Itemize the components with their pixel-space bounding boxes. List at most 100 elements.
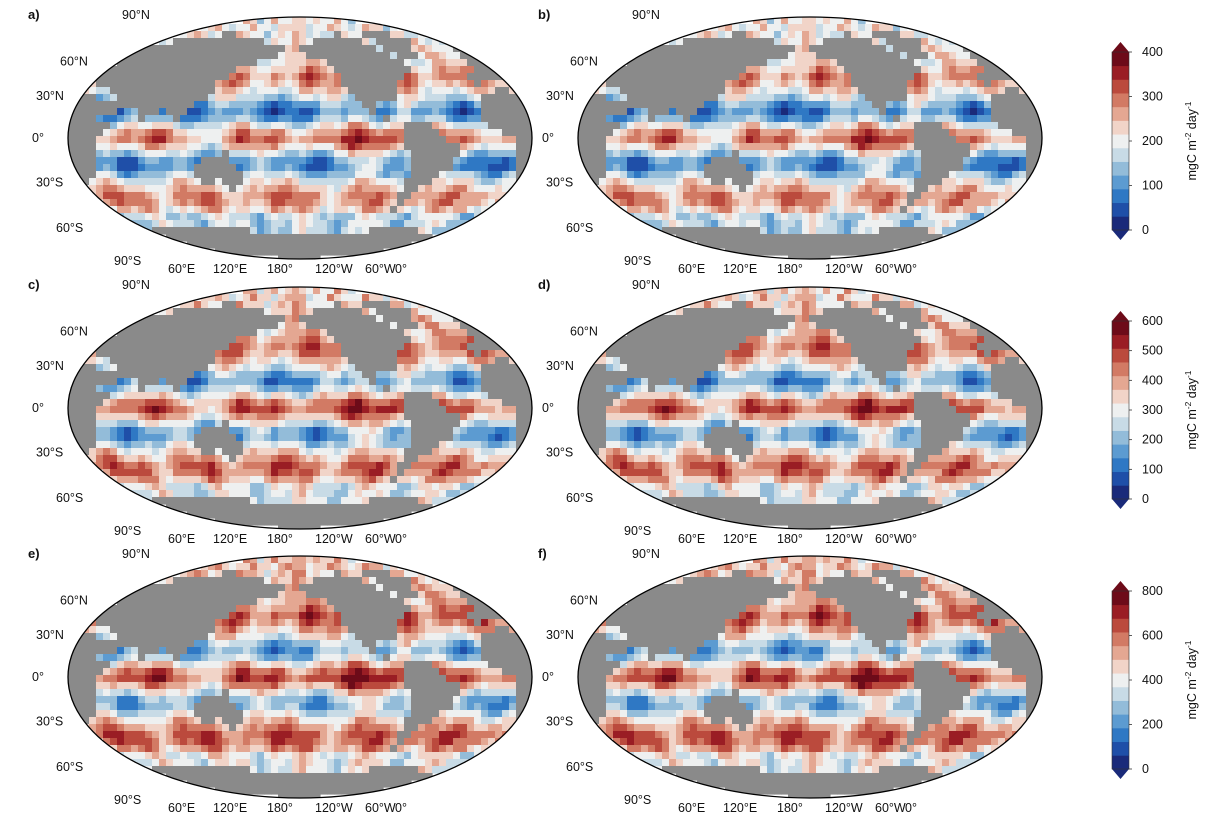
colorbar-tick: 600 (1142, 314, 1163, 328)
colorbar-swatch (1112, 416, 1129, 431)
colorbar-swatch (1112, 216, 1129, 231)
colorbar-swatch (1112, 714, 1129, 729)
lon-label: 180° (777, 262, 803, 276)
colorbar-swatch (1112, 202, 1129, 217)
colorbar-tick: 100 (1142, 462, 1163, 476)
colorbar-swatch (1112, 403, 1129, 418)
colorbar-swatch (1112, 334, 1129, 349)
map-outline (67, 555, 533, 799)
colorbar-tick: 200 (1142, 433, 1163, 447)
lon-label: 120°W (825, 532, 863, 546)
colorbar-tick: 0 (1142, 492, 1149, 506)
colorbar-0: 0 100 200 300 400 mgC m-2 day-1 (1111, 42, 1199, 240)
panel-label: e) (28, 546, 40, 561)
colorbar-unit: mgC m-2 day-1 (1183, 370, 1199, 449)
lon-label: 0° (395, 532, 407, 546)
map-panels: a) 90°N 60°N 30°N 0° 30°S 60°S 90°S 60°E 120°E 180… (28, 7, 1043, 815)
colorbar-max-arrow (1112, 42, 1129, 52)
lon-label: 60°E (678, 801, 705, 815)
lat-label: 90°S (624, 793, 651, 807)
colorbar-swatch (1112, 727, 1129, 743)
lat-label: 90°N (122, 547, 150, 561)
lat-label: 90°N (632, 547, 660, 561)
lon-label: 180° (267, 262, 293, 276)
colorbar-swatch (1112, 106, 1129, 121)
lat-label: 30°N (36, 628, 64, 642)
colorbar-swatch (1112, 430, 1129, 445)
lat-label: 90°S (114, 793, 141, 807)
colorbar-min-arrow (1112, 499, 1129, 509)
colorbar-tick: 100 (1142, 179, 1163, 193)
colorbar-swatch (1112, 755, 1129, 770)
colorbar-swatch (1112, 444, 1129, 459)
map-panel-b: b) 90°N 60°N 30°N 0° 30°S 60°S 90°S 60°E 120°E 180… (538, 7, 1043, 276)
lon-label: 0° (395, 801, 407, 815)
colorbar-unit: mgC m-2 day-1 (1183, 101, 1199, 180)
colorbar-swatch (1112, 161, 1129, 176)
panel-label: b) (538, 7, 550, 22)
colorbar-swatch (1112, 686, 1129, 701)
colorbar-tick: 400 (1142, 673, 1163, 687)
colorbar-swatch (1112, 645, 1129, 660)
lat-label: 0° (32, 670, 44, 684)
lat-label: 60°S (56, 221, 83, 235)
colorbar-swatch (1112, 52, 1129, 67)
map-panel-e: e) 90°N 60°N 30°N 0° 30°S 60°S 90°S 60°E 120°E 180… (28, 546, 533, 815)
map-panel-a: a) 90°N 60°N 30°N 0° 30°S 60°S 90°S 60°E 120°E 180… (28, 7, 533, 276)
colorbar-swatch (1112, 700, 1129, 715)
lat-label: 30°S (36, 175, 63, 189)
lat-label: 90°N (632, 278, 660, 292)
colorbar-tick: 200 (1142, 718, 1163, 732)
lon-label: 120°E (213, 532, 247, 546)
colorbar-swatch (1112, 485, 1129, 500)
lat-label: 60°S (566, 221, 593, 235)
colorbar-swatch (1112, 389, 1129, 404)
lat-label: 60°N (570, 594, 598, 608)
lon-label: 120°E (723, 801, 757, 815)
colorbar-swatch (1112, 134, 1129, 149)
lon-label: 180° (777, 801, 803, 815)
colorbar-tick: 500 (1142, 344, 1163, 358)
colorbar-max-arrow (1112, 311, 1129, 321)
lon-label: 60°E (168, 801, 195, 815)
lon-label: 60°W (875, 262, 906, 276)
lon-label: 60°E (168, 532, 195, 546)
map-field (578, 287, 1042, 529)
lon-label: 180° (777, 532, 803, 546)
lat-label: 60°N (570, 55, 598, 69)
lon-label: 120°E (723, 262, 757, 276)
lon-label: 60°W (365, 801, 396, 815)
colorbar-swatch (1112, 471, 1129, 486)
map-outline (67, 16, 533, 260)
map-outline (577, 555, 1043, 799)
lat-label: 90°S (624, 254, 651, 268)
lon-label: 120°W (315, 801, 353, 815)
lat-label: 90°N (632, 8, 660, 22)
lat-label: 0° (542, 131, 554, 145)
colorbar-2: 0 200 400 600 800 mgC m-2 day-1 (1111, 581, 1199, 779)
lon-label: 120°E (213, 801, 247, 815)
lon-label: 60°E (168, 262, 195, 276)
map-field (68, 556, 532, 798)
panel-label: f) (538, 546, 547, 561)
lon-label: 60°W (875, 532, 906, 546)
lon-label: 180° (267, 532, 293, 546)
colorbar-swatch (1112, 65, 1129, 80)
colorbar-tick: 0 (1142, 762, 1149, 776)
lon-label: 0° (905, 801, 917, 815)
colorbar-tick: 600 (1142, 629, 1163, 643)
lat-label: 60°S (56, 760, 83, 774)
lon-label: 60°E (678, 262, 705, 276)
lat-label: 30°N (546, 89, 574, 103)
map-field (68, 287, 532, 529)
lat-label: 90°S (624, 524, 651, 538)
lat-label: 0° (542, 401, 554, 415)
lat-label: 30°N (546, 359, 574, 373)
colorbar-swatch (1112, 120, 1129, 135)
lat-label: 60°N (570, 325, 598, 339)
lat-label: 30°N (36, 89, 64, 103)
lat-label: 60°N (60, 55, 88, 69)
map-field (68, 17, 532, 259)
lon-label: 180° (267, 801, 293, 815)
lat-label: 90°S (114, 254, 141, 268)
